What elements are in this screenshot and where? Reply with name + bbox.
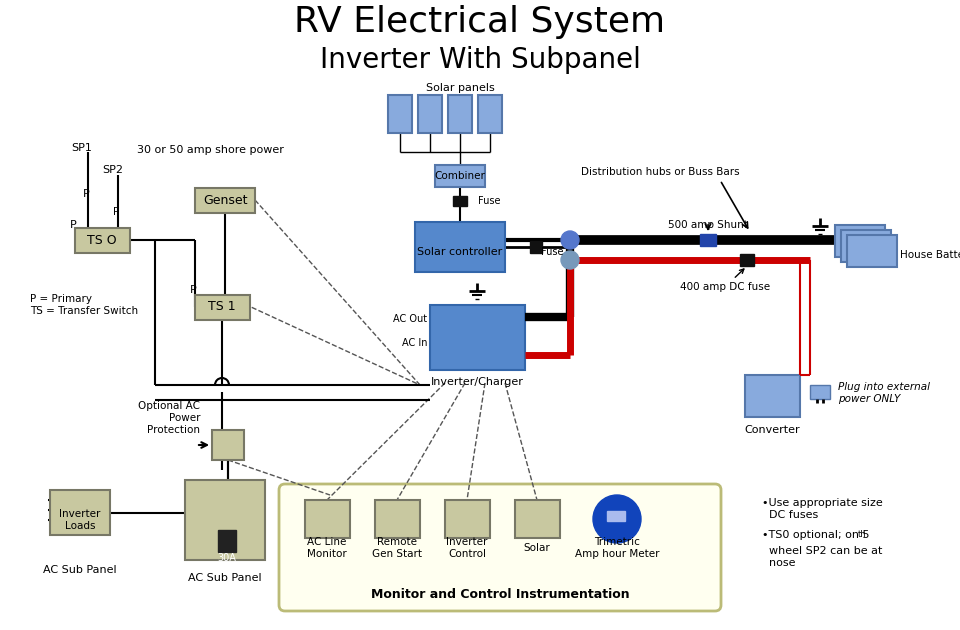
- Bar: [453, 196, 467, 206]
- Text: wheel SP2 can be at
  nose: wheel SP2 can be at nose: [762, 546, 882, 568]
- Bar: [388, 95, 412, 133]
- Bar: [841, 230, 891, 262]
- Text: Combiner: Combiner: [435, 171, 486, 181]
- Bar: [418, 95, 442, 133]
- Bar: [195, 295, 250, 320]
- Bar: [700, 234, 716, 246]
- Text: SP2: SP2: [103, 165, 124, 175]
- Bar: [740, 254, 754, 266]
- Bar: [435, 165, 485, 187]
- Bar: [305, 500, 350, 538]
- Circle shape: [561, 231, 579, 249]
- Text: P = Primary
TS = Transfer Switch: P = Primary TS = Transfer Switch: [30, 294, 138, 316]
- Text: TS 1: TS 1: [208, 301, 236, 314]
- Bar: [530, 241, 542, 253]
- Text: Inverter With Subpanel: Inverter With Subpanel: [320, 46, 640, 74]
- Text: Optional AC
Power
Protection: Optional AC Power Protection: [138, 401, 200, 435]
- Text: Inverter
Control: Inverter Control: [446, 537, 488, 559]
- Bar: [445, 500, 490, 538]
- Text: Solar panels: Solar panels: [425, 83, 494, 93]
- Text: Genset: Genset: [203, 193, 248, 207]
- Bar: [745, 375, 800, 417]
- Text: Converter: Converter: [744, 425, 800, 435]
- Text: AC Out: AC Out: [393, 314, 427, 324]
- Bar: [607, 511, 625, 521]
- Text: Remote
Gen Start: Remote Gen Start: [372, 537, 422, 559]
- Text: AC Line
Monitor: AC Line Monitor: [307, 537, 347, 559]
- Text: •TS0 optional; on 5: •TS0 optional; on 5: [762, 530, 870, 540]
- Text: •Use appropriate size
  DC fuses: •Use appropriate size DC fuses: [762, 498, 883, 520]
- Text: Distribution hubs or Buss Bars: Distribution hubs or Buss Bars: [581, 167, 739, 177]
- Text: AC In: AC In: [401, 338, 427, 348]
- Bar: [195, 188, 255, 213]
- FancyBboxPatch shape: [279, 484, 721, 611]
- Bar: [810, 385, 830, 399]
- Bar: [430, 305, 525, 370]
- Text: Solar: Solar: [523, 543, 550, 553]
- Text: AC Sub Panel: AC Sub Panel: [43, 565, 117, 575]
- Circle shape: [561, 251, 579, 269]
- Text: P: P: [190, 285, 197, 295]
- Text: 30 or 50 amp shore power: 30 or 50 amp shore power: [136, 145, 283, 155]
- Text: Inverter/Charger: Inverter/Charger: [431, 377, 523, 387]
- Text: Trimetric
Amp hour Meter: Trimetric Amp hour Meter: [575, 537, 660, 559]
- Text: P: P: [83, 189, 89, 199]
- Bar: [835, 225, 885, 257]
- Bar: [448, 95, 472, 133]
- Text: Fuse: Fuse: [540, 247, 564, 257]
- Text: Solar controller: Solar controller: [418, 247, 503, 257]
- Bar: [75, 228, 130, 253]
- Text: Fuse: Fuse: [478, 196, 500, 206]
- Bar: [218, 530, 236, 552]
- Bar: [50, 490, 110, 535]
- Bar: [375, 500, 420, 538]
- Text: P: P: [70, 220, 77, 230]
- Text: AC Sub Panel: AC Sub Panel: [188, 573, 262, 583]
- Circle shape: [593, 495, 641, 543]
- Text: Inverter
Loads: Inverter Loads: [60, 509, 101, 531]
- Text: SP1: SP1: [72, 143, 92, 153]
- Text: th: th: [858, 530, 867, 539]
- Text: RV Electrical System: RV Electrical System: [295, 5, 665, 39]
- Text: P: P: [113, 207, 119, 217]
- Bar: [212, 430, 244, 460]
- Text: House Battery  Bank: House Battery Bank: [900, 250, 960, 260]
- Bar: [185, 480, 265, 560]
- Bar: [515, 500, 560, 538]
- Bar: [478, 95, 502, 133]
- Text: Monitor and Control Instrumentation: Monitor and Control Instrumentation: [371, 588, 630, 602]
- Text: TS O: TS O: [87, 234, 117, 246]
- Bar: [415, 222, 505, 272]
- Text: Plug into external
power ONLY: Plug into external power ONLY: [838, 382, 930, 404]
- Text: 30A: 30A: [218, 553, 236, 563]
- Text: 500 amp Shunt: 500 amp Shunt: [668, 220, 748, 230]
- Bar: [847, 235, 897, 267]
- Text: 400 amp DC fuse: 400 amp DC fuse: [680, 269, 770, 292]
